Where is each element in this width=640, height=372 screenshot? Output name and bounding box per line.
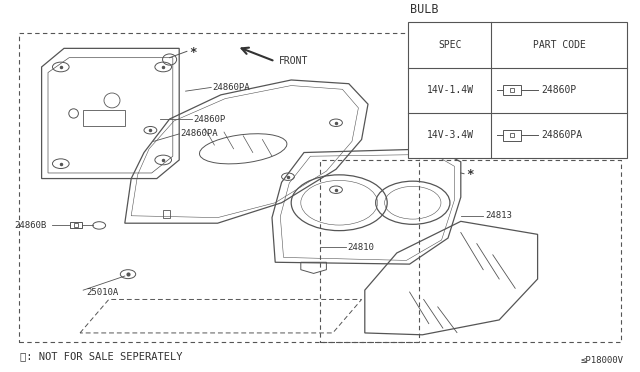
Text: 24860PA: 24860PA — [180, 129, 218, 138]
Bar — [320, 160, 621, 342]
Text: SPEC: SPEC — [438, 40, 461, 50]
FancyBboxPatch shape — [408, 22, 627, 158]
Text: ≤P18000V: ≤P18000V — [581, 356, 624, 365]
Bar — [83, 110, 125, 126]
Text: 24810: 24810 — [347, 243, 374, 252]
Text: 24860P: 24860P — [193, 115, 225, 124]
Text: 24813: 24813 — [485, 211, 512, 220]
Text: 24860PA: 24860PA — [212, 83, 250, 92]
Text: PART CODE: PART CODE — [533, 40, 586, 50]
Text: BULB: BULB — [410, 3, 438, 16]
Text: 14V-3.4W: 14V-3.4W — [426, 131, 474, 141]
Text: ※: NOT FOR SALE SEPERATELY: ※: NOT FOR SALE SEPERATELY — [20, 352, 183, 362]
Text: 14V-1.4W: 14V-1.4W — [426, 85, 474, 95]
Text: 24860PA: 24860PA — [541, 131, 582, 141]
Text: *: * — [466, 169, 474, 181]
Text: 24860P: 24860P — [541, 85, 577, 95]
Text: FRONT: FRONT — [278, 57, 308, 66]
Text: *: * — [189, 46, 196, 58]
Text: 24860B: 24860B — [14, 221, 46, 230]
Bar — [19, 33, 419, 342]
Text: 25010A: 25010A — [86, 288, 118, 296]
